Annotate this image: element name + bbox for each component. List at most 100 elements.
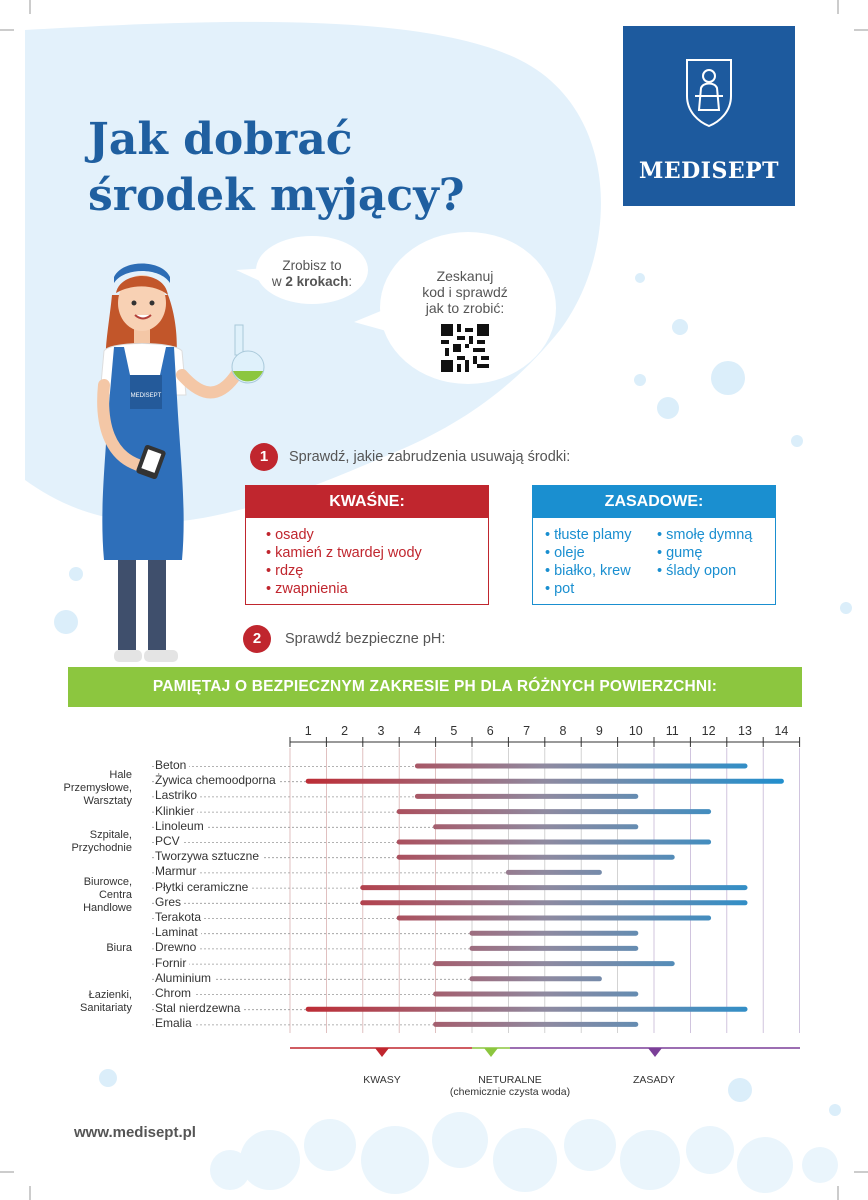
website-url[interactable]: www.medisept.pl (74, 1124, 196, 1141)
surface-label: Lastriko (155, 788, 201, 803)
list-item: oleje (545, 544, 631, 562)
group-label-line: Warsztaty (83, 795, 133, 808)
surface-label: Aluminium (155, 970, 215, 985)
surface-label: Stal nierdzewna (155, 1001, 244, 1016)
group-label-line: Szpitale, (89, 829, 132, 841)
bubble-2-line-2: kod i sprawdź (422, 284, 508, 300)
surface-label: Emalia (155, 1016, 195, 1031)
alkaline-box-title: ZASADOWE: (533, 486, 775, 518)
legend-neutral-label: NETURALNE (chemicznie czysta woda) (430, 1074, 590, 1098)
ph-tick-label: 12 (701, 724, 716, 738)
legend-neutral-marker (484, 1048, 498, 1057)
logo-text: MEDISEPT (638, 158, 780, 184)
surface-label: PCV (155, 834, 183, 848)
surface-label: Fornir (155, 955, 190, 970)
ph-tick-label: 5 (450, 724, 458, 738)
step-1-badge: 1 (250, 443, 278, 471)
speech-bubble-1 (236, 236, 368, 304)
ph-range-chart (152, 737, 801, 1057)
group-label: Biura (60, 942, 132, 955)
bubble-1-suffix: : (348, 274, 353, 289)
ph-tick-label: 7 (523, 724, 531, 738)
ph-tick-label: 9 (595, 724, 603, 738)
legend-neutral-line-2: (chemicznie czysta woda) (449, 1086, 571, 1098)
list-item: smołę dymną (657, 526, 752, 544)
step-2-badge: 2 (243, 625, 271, 653)
group-label-line: Przemysłowe, (63, 782, 132, 795)
legend-neutral-line-1: NETURALNE (478, 1074, 542, 1086)
group-label: Biurowce, Centra Handlowe (60, 876, 132, 915)
surface-label: Gres (155, 894, 185, 909)
ph-tick-label: 6 (486, 724, 494, 738)
legend-acid-marker (375, 1048, 389, 1057)
ph-tick-label: 1 (304, 724, 312, 738)
group-label-line: Biura (106, 941, 132, 954)
surface-label: Tworzywa sztuczne (155, 849, 263, 864)
group-label-line: Handlowe (83, 901, 132, 914)
bubble-1-line-1: Zrobisz to (282, 258, 342, 273)
list-item: rdzę (266, 562, 422, 580)
ph-tick-label: 2 (341, 724, 349, 738)
list-item: gumę (657, 544, 752, 562)
group-label-line: Hale (109, 769, 132, 782)
scientist-character-illustration: MEDISEPT (97, 263, 265, 662)
bubble-2-text: Zeskanuj kod i sprawdź jak to zrobić: (410, 268, 520, 316)
surface-label: Beton (155, 758, 190, 772)
list-item: zwapnienia (266, 580, 422, 598)
bubble-1-bold: 2 krokach (285, 274, 349, 289)
ph-tick-label: 3 (377, 724, 385, 738)
shield-icon (686, 59, 732, 128)
ph-tick-label: 13 (738, 724, 752, 738)
surface-label: Żywica chemoodporna (155, 773, 279, 788)
alkaline-list-col-2: smołę dymną gumę ślady opon (657, 526, 752, 580)
group-label-line: Przychodnie (71, 842, 132, 854)
alkaline-list-col-1: tłuste plamy oleje białko, krew pot (545, 526, 631, 598)
ph-tick-label: 11 (665, 724, 679, 738)
title-line-2: środek myjący? (88, 170, 465, 221)
acidic-list: osady kamień z twardej wody rdzę zwapnie… (266, 526, 422, 598)
surface-label: Marmur (155, 864, 200, 879)
step-2-text: Sprawdź bezpieczne pH: (285, 631, 446, 647)
surface-label: Chrom (155, 986, 195, 1000)
group-label-line: Sanitariaty (80, 1001, 132, 1014)
list-item: białko, krew (545, 562, 631, 580)
speech-bubble-2 (354, 232, 556, 384)
list-item: ślady opon (657, 562, 752, 580)
ph-range-banner: PAMIĘTAJ O BEZPIECZNYM ZAKRESIE PH DLA R… (68, 667, 802, 707)
acidic-box: KWAŚNE: osady kamień z twardej wody rdzę… (245, 485, 489, 605)
list-item: pot (545, 580, 631, 598)
acidic-box-title: KWAŚNE: (246, 486, 488, 518)
list-item: tłuste plamy (545, 526, 631, 544)
surface-label: Płytki ceramiczne (155, 879, 252, 894)
bubble-2-line-1: Zeskanuj (436, 268, 494, 284)
bubble-1-prefix: w (271, 274, 286, 289)
group-label: Szpitale, Przychodnie (60, 829, 132, 855)
ph-tick-label: 14 (774, 724, 789, 738)
list-item: osady (266, 526, 422, 544)
surface-label: Linoleum (155, 818, 207, 833)
surface-label: Klinkier (155, 803, 198, 818)
legend-acid-label: KWASY (363, 1074, 401, 1086)
qr-code-icon[interactable] (441, 324, 489, 372)
group-label: Hale Przemysłowe, Warsztaty (60, 769, 132, 808)
bubble-2-line-3: jak to zrobić: (425, 300, 505, 316)
alkaline-box: ZASADOWE: tłuste plamy oleje białko, kre… (532, 485, 776, 605)
legend-alkaline-marker (648, 1048, 662, 1057)
group-label: Łazienki, Sanitariaty (60, 989, 132, 1015)
page-title: Jak dobrać środek myjący? (88, 112, 548, 224)
group-label-line: Łazienki, (88, 988, 132, 1001)
list-item: kamień z twardej wody (266, 544, 422, 562)
bubble-1-line-2: w 2 krokach: (252, 274, 372, 290)
ph-tick-label: 4 (413, 724, 421, 738)
ph-tick-label: 8 (559, 724, 567, 738)
medisept-logo: MEDISEPT (623, 26, 795, 206)
surface-label: Terakota (155, 910, 205, 924)
title-line-1: Jak dobrać (88, 114, 353, 165)
bubble-1-text: Zrobisz to w 2 krokach: (252, 258, 372, 290)
apron-logo-text: MEDISEPT (131, 393, 162, 399)
legend-alkaline-label: ZASADY (632, 1074, 675, 1086)
surface-label: Drewno (155, 940, 200, 955)
group-label-line: Biurowce, (83, 875, 132, 888)
ph-tick-label: 10 (628, 724, 643, 738)
surface-label: Laminat (155, 925, 201, 940)
